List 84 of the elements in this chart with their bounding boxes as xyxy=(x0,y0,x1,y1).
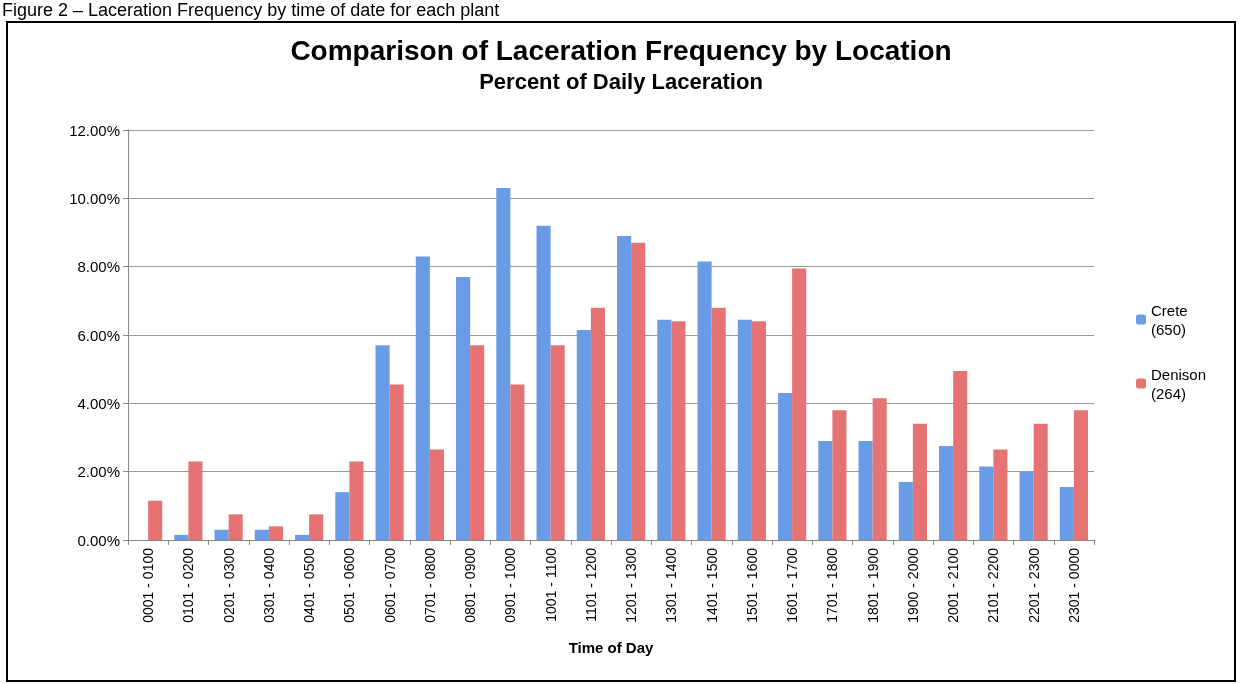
x-tick-label: 1701 - 1800 xyxy=(824,547,841,623)
bar xyxy=(898,481,913,540)
x-tick-label: 0601 - 0700 xyxy=(381,547,398,623)
bar xyxy=(832,410,847,540)
y-tick-label: 2.00% xyxy=(77,463,120,481)
chart-subtitle: Percent of Daily Laceration xyxy=(479,68,763,94)
x-tick-label: 1801 - 1900 xyxy=(864,547,881,623)
x-tick-label: 2001 - 2100 xyxy=(945,547,962,623)
x-tick-label: 2101 - 2200 xyxy=(985,547,1002,623)
x-tick-label: 2201 - 2300 xyxy=(1025,547,1042,623)
bar xyxy=(415,256,430,540)
bar xyxy=(751,321,766,540)
bar xyxy=(912,423,927,540)
x-tick-label: 1001 - 1100 xyxy=(542,547,559,622)
bar xyxy=(389,384,404,540)
bar xyxy=(872,398,887,540)
x-tick-label: 2301 - 0000 xyxy=(1065,547,1082,623)
x-tick-label: 0901 - 1000 xyxy=(502,547,519,623)
x-tick-label: 1301 - 1400 xyxy=(663,547,680,623)
bar xyxy=(268,526,283,540)
x-tick-label: 0101 - 0200 xyxy=(180,547,197,623)
y-tick-label: 10.00% xyxy=(69,189,120,207)
bar xyxy=(214,529,229,540)
x-tick-label: 1401 - 1500 xyxy=(703,547,720,623)
x-tick-label: 1501 - 1600 xyxy=(743,547,760,623)
bar xyxy=(818,440,833,540)
bar xyxy=(778,393,793,540)
legend-label: Denison (264) xyxy=(1151,365,1207,402)
bar xyxy=(254,529,269,540)
bar xyxy=(1033,423,1048,540)
bar xyxy=(858,440,873,540)
bar xyxy=(375,345,390,540)
x-tick-label: 1900 - 2000 xyxy=(904,547,921,623)
bar xyxy=(631,242,646,540)
bar xyxy=(576,329,591,540)
bar xyxy=(496,188,511,540)
y-tick-label: 6.00% xyxy=(77,326,120,344)
y-tick-label: 8.00% xyxy=(77,258,120,276)
bar xyxy=(550,345,565,540)
bar xyxy=(309,514,324,540)
bar xyxy=(993,449,1008,540)
bar xyxy=(617,235,632,540)
bar xyxy=(953,370,968,540)
bar xyxy=(657,319,672,540)
bar xyxy=(737,319,752,540)
bar xyxy=(697,261,712,540)
bar xyxy=(429,449,444,540)
x-tick-label: 0301 - 0400 xyxy=(260,547,277,623)
bar xyxy=(335,492,350,540)
x-tick-label: 0201 - 0300 xyxy=(220,547,237,623)
x-tick-label: 1201 - 1300 xyxy=(623,547,640,623)
bar xyxy=(671,321,686,540)
y-tick-label: 12.00% xyxy=(69,121,120,139)
bar xyxy=(1059,487,1074,540)
x-tick-label: 0701 - 0800 xyxy=(421,547,438,623)
x-tick-label: 0401 - 0500 xyxy=(301,547,318,623)
chart-title: Comparison of Laceration Frequency by Location xyxy=(290,34,952,66)
bar xyxy=(939,446,954,540)
bar xyxy=(148,500,163,540)
bar xyxy=(349,461,364,540)
x-tick-label: 0501 - 0600 xyxy=(341,547,358,623)
bar xyxy=(188,461,203,540)
bar xyxy=(174,534,189,540)
x-tick-label: 1601 - 1700 xyxy=(784,547,801,623)
bar xyxy=(536,225,551,540)
bar xyxy=(470,345,485,540)
caption: Figure 2 – Laceration Frequency by time of date for each plant xyxy=(2,0,500,20)
bar xyxy=(1073,410,1088,540)
x-tick-label: 0001 - 0100 xyxy=(140,547,157,623)
y-tick-label: 0.00% xyxy=(77,531,120,549)
x-tick-label: 0801 - 0900 xyxy=(462,547,479,623)
bar xyxy=(711,307,726,540)
bar xyxy=(590,307,605,540)
x-axis-title: Time of Day xyxy=(568,639,655,656)
bar xyxy=(979,466,994,540)
bar xyxy=(792,268,807,540)
y-tick-label: 4.00% xyxy=(77,394,120,412)
bar xyxy=(1019,471,1034,540)
bar xyxy=(295,534,310,540)
bar xyxy=(228,514,243,540)
bar xyxy=(510,384,525,540)
legend-label: Crete (650) xyxy=(1151,301,1188,338)
x-tick-label: 1101 - 1200 xyxy=(582,547,599,622)
bar xyxy=(456,276,471,540)
